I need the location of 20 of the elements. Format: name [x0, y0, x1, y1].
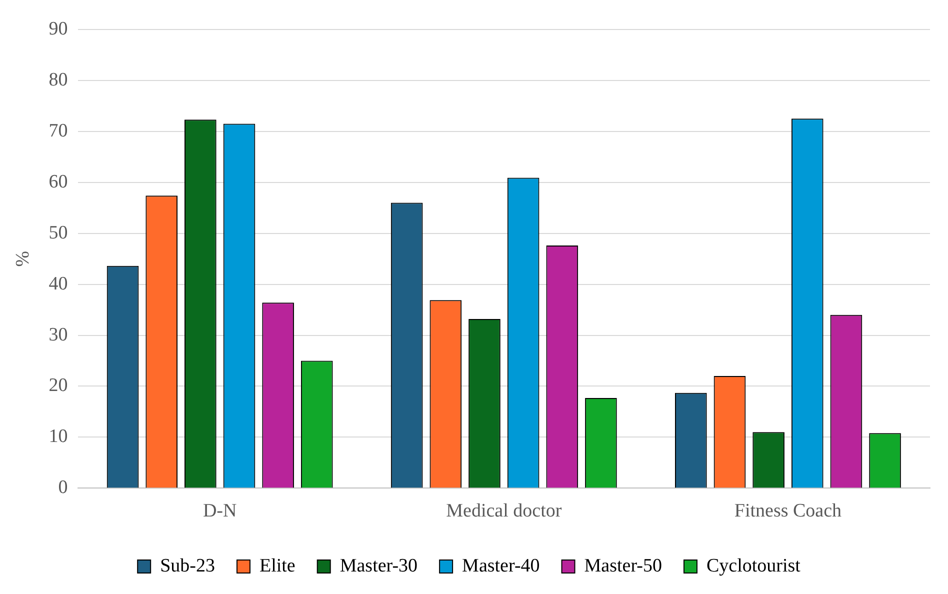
- y-axis-title: %: [12, 250, 34, 267]
- y-tick-label: 80: [48, 69, 68, 90]
- y-tick-label: 60: [48, 171, 68, 192]
- y-tick-label: 90: [48, 18, 68, 40]
- x-tick-label: D-N: [202, 500, 237, 522]
- legend-label: Master-40: [462, 555, 540, 576]
- legend-label: Master-30: [340, 555, 418, 576]
- y-tick-label: 50: [48, 222, 68, 244]
- legend-label: Elite: [259, 555, 296, 576]
- legend-label: Sub-23: [160, 555, 215, 576]
- y-tick-label: 70: [48, 120, 68, 142]
- x-tick-label: Medical doctor: [446, 500, 562, 522]
- y-tick-label: 30: [48, 324, 68, 346]
- legend-label: Master-50: [584, 555, 662, 576]
- y-tick-label: 10: [48, 426, 68, 448]
- x-tick-label: Fitness Coach: [734, 500, 842, 522]
- y-tick-label: 0: [58, 477, 68, 498]
- y-tick-label: 20: [48, 375, 68, 396]
- y-tick-label: 40: [48, 273, 68, 294]
- legend-label: Cyclotourist: [706, 555, 802, 576]
